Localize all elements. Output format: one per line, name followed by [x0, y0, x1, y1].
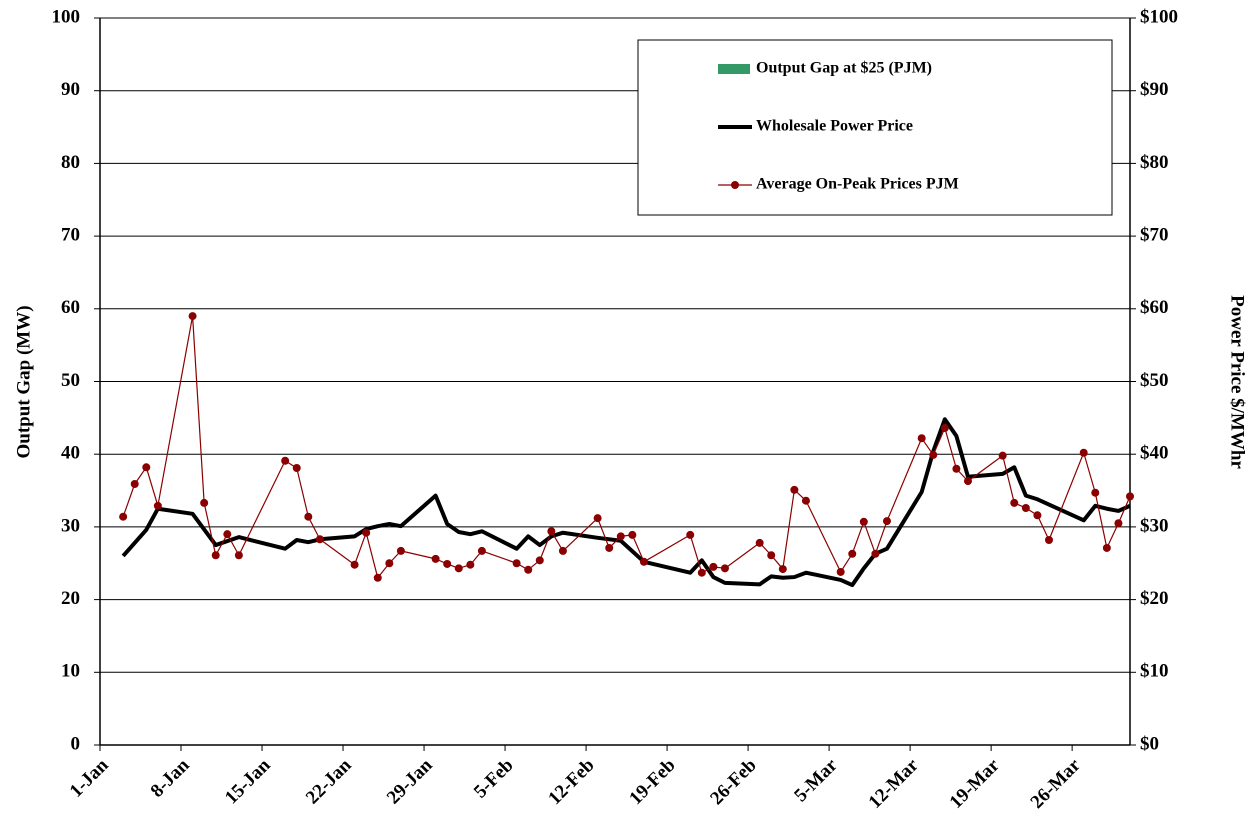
- data-point: [466, 560, 475, 569]
- data-point: [350, 560, 359, 569]
- data-point: [686, 530, 695, 539]
- y-tick-label: 20: [61, 588, 80, 609]
- data-point: [963, 477, 972, 486]
- y-tick-label: 30: [61, 515, 80, 536]
- data-point: [1033, 511, 1042, 520]
- y2-tick-label: $60: [1140, 297, 1169, 318]
- y2-tick-label: $0: [1140, 733, 1159, 754]
- data-point: [385, 559, 394, 568]
- legend-label: Output Gap at $25 (PJM): [756, 60, 932, 77]
- y2-tick-label: $20: [1140, 588, 1169, 609]
- y2-tick-label: $10: [1140, 661, 1169, 682]
- y2-axis-label: Power Price $/MWhr: [1227, 295, 1248, 469]
- data-point: [211, 551, 220, 560]
- data-point: [1114, 519, 1123, 528]
- y2-tick-label: $70: [1140, 224, 1169, 245]
- data-point: [697, 568, 706, 577]
- data-point: [836, 567, 845, 576]
- data-point: [188, 312, 197, 321]
- legend-marker: [731, 181, 739, 189]
- data-point: [223, 530, 232, 539]
- data-point: [929, 450, 938, 459]
- data-point: [234, 551, 243, 560]
- data-point: [1044, 535, 1053, 544]
- data-point: [709, 562, 718, 571]
- y-tick-label: 80: [61, 152, 80, 173]
- data-point: [535, 556, 544, 565]
- data-point: [917, 434, 926, 443]
- data-point: [778, 565, 787, 574]
- data-point: [119, 512, 128, 521]
- y-tick-label: 40: [61, 443, 80, 464]
- y-tick-label: 50: [61, 370, 80, 391]
- data-point: [998, 451, 1007, 460]
- data-point: [720, 564, 729, 573]
- data-point: [142, 463, 151, 472]
- legend-label: Average On-Peak Prices PJM: [756, 176, 959, 193]
- data-point: [628, 530, 637, 539]
- data-point: [1102, 543, 1111, 552]
- y2-tick-label: $80: [1140, 152, 1169, 173]
- data-point: [477, 546, 486, 555]
- data-point: [304, 512, 313, 521]
- data-point: [605, 543, 614, 552]
- data-point: [1126, 492, 1134, 501]
- data-point: [130, 480, 139, 489]
- y-tick-label: 60: [61, 297, 80, 318]
- data-point: [767, 551, 776, 560]
- data-point: [315, 535, 324, 544]
- y-tick-label: 70: [61, 224, 80, 245]
- data-point: [801, 496, 810, 505]
- data-point: [512, 559, 521, 568]
- data-point: [952, 464, 961, 473]
- data-point: [153, 501, 162, 510]
- data-point: [281, 456, 290, 465]
- data-point: [524, 565, 533, 574]
- data-point: [362, 528, 371, 537]
- data-point: [431, 554, 440, 563]
- data-point: [940, 424, 949, 433]
- data-point: [1091, 488, 1100, 497]
- y2-tick-label: $50: [1140, 370, 1169, 391]
- data-point: [1010, 498, 1019, 507]
- y-tick-label: 10: [61, 661, 80, 682]
- data-point: [859, 517, 868, 526]
- data-point: [848, 549, 857, 558]
- y-axis-label: Output Gap (MW): [13, 305, 34, 458]
- y2-tick-label: $100: [1140, 6, 1178, 27]
- legend-box: [637, 39, 1113, 216]
- data-point: [882, 517, 891, 526]
- y-tick-label: 0: [71, 733, 81, 754]
- data-point: [443, 559, 452, 568]
- data-point: [558, 546, 567, 555]
- data-point: [755, 538, 764, 547]
- legend-swatch: [718, 64, 750, 74]
- data-point: [1079, 448, 1088, 457]
- data-point: [616, 532, 625, 541]
- data-point: [1021, 503, 1030, 512]
- data-point: [454, 564, 463, 573]
- data-point: [292, 464, 301, 473]
- data-point: [790, 485, 799, 494]
- data-point: [871, 549, 880, 558]
- data-point: [396, 546, 405, 555]
- y2-tick-label: $40: [1140, 443, 1169, 464]
- data-point: [373, 573, 382, 582]
- y2-tick-label: $90: [1140, 79, 1169, 100]
- legend-label: Wholesale Power Price: [756, 118, 913, 135]
- series-line: [121, 417, 1131, 588]
- data-point: [547, 527, 556, 536]
- data-point: [593, 514, 602, 523]
- data-point: [639, 557, 648, 566]
- y-tick-label: 90: [61, 79, 80, 100]
- y-tick-label: 100: [52, 6, 81, 27]
- y2-tick-label: $30: [1140, 515, 1169, 536]
- data-point: [200, 498, 209, 507]
